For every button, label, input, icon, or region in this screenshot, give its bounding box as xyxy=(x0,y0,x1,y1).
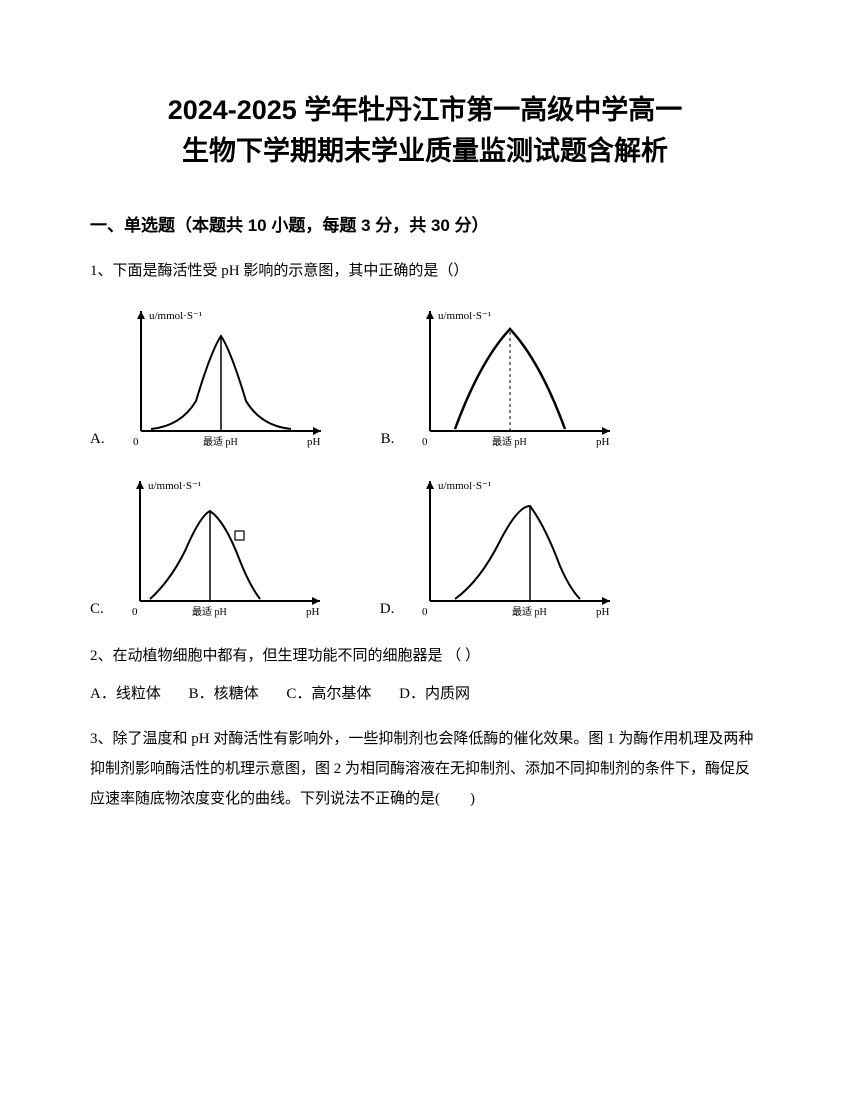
title-line-1: 2024-2025 学年牡丹江市第一高级中学高一 xyxy=(168,95,683,125)
chart-cell-b: B. u/mmol·S⁻¹ 0 pH 最适 pH xyxy=(381,301,621,456)
chart-b: u/mmol·S⁻¹ 0 pH 最适 pH xyxy=(400,301,620,456)
section-header: 一、单选题（本题共 10 小题，每题 3 分，共 30 分） xyxy=(90,211,760,236)
origin-label: 0 xyxy=(422,606,428,618)
x-axis-label: pH xyxy=(306,606,320,618)
question-1-text: 1、下面是酶活性受 pH 影响的示意图，其中正确的是（） xyxy=(90,256,760,286)
page-title: 2024-2025 学年牡丹江市第一高级中学高一 生物下学期期末学业质量监测试题… xyxy=(90,90,760,171)
x-tick-label: 最适 pH xyxy=(512,606,547,618)
chart-row-1: A. u/mmol·S⁻¹ 0 pH 最适 pH B. u/mmol·S⁻¹ 0… xyxy=(90,301,760,456)
origin-label: 0 xyxy=(132,606,138,618)
x-tick-label: 最适 pH xyxy=(492,436,527,448)
x-axis-label: pH xyxy=(596,606,610,618)
option-label-a: A. xyxy=(90,431,105,448)
chart-a: u/mmol·S⁻¹ 0 pH 最适 pH xyxy=(111,301,331,456)
q2-option-a: A．线粒体 xyxy=(90,686,161,702)
y-axis-label: u/mmol·S⁻¹ xyxy=(148,480,201,492)
chart-row-2: C. u/mmol·S⁻¹ 0 pH 最适 pH D. u/mmol·S⁻¹ 0… xyxy=(90,471,760,626)
x-tick-label: 最适 pH xyxy=(203,436,238,448)
x-axis-label: pH xyxy=(307,436,321,448)
question-2-text: 2、在动植物细胞中都有，但生理功能不同的细胞器是 （ ） xyxy=(90,641,760,671)
q2-option-d: D．内质网 xyxy=(399,686,470,702)
y-axis-label: u/mmol·S⁻¹ xyxy=(438,480,491,492)
chart-cell-a: A. u/mmol·S⁻¹ 0 pH 最适 pH xyxy=(90,301,331,456)
y-axis-label: u/mmol·S⁻¹ xyxy=(438,310,491,322)
q2-option-b: B．核糖体 xyxy=(189,686,259,702)
y-axis-label: u/mmol·S⁻¹ xyxy=(149,310,202,322)
x-axis-label: pH xyxy=(596,436,610,448)
q2-option-c: C．高尔基体 xyxy=(286,686,371,702)
chart-d: u/mmol·S⁻¹ 0 pH 最适 pH xyxy=(400,471,620,626)
question-3-text: 3、除了温度和 pH 对酶活性有影响外，一些抑制剂也会降低酶的催化效果。图 1 … xyxy=(90,724,760,814)
origin-label: 0 xyxy=(133,436,139,448)
x-tick-label: 最适 pH xyxy=(192,606,227,618)
title-line-2: 生物下学期期末学业质量监测试题含解析 xyxy=(182,136,668,166)
origin-label: 0 xyxy=(422,436,428,448)
option-label-b: B. xyxy=(381,431,395,448)
chart-c: u/mmol·S⁻¹ 0 pH 最适 pH xyxy=(110,471,330,626)
chart-cell-c: C. u/mmol·S⁻¹ 0 pH 最适 pH xyxy=(90,471,330,626)
option-label-c: C. xyxy=(90,601,104,618)
chart-cell-d: D. u/mmol·S⁻¹ 0 pH 最适 pH xyxy=(380,471,621,626)
option-label-d: D. xyxy=(380,601,395,618)
question-2-options: A．线粒体 B．核糖体 C．高尔基体 D．内质网 xyxy=(90,679,760,709)
